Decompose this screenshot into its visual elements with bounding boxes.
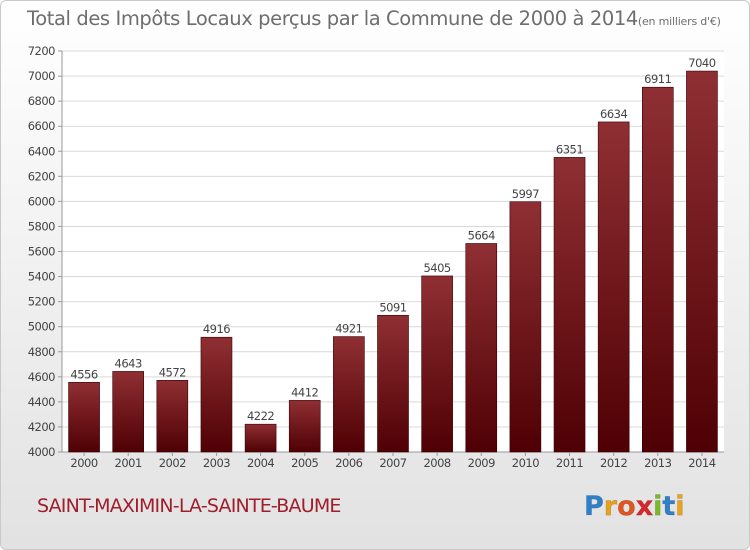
y-tick-label: 6600 xyxy=(28,119,55,133)
y-tick-label: 6400 xyxy=(28,144,55,158)
bar-2008 xyxy=(421,275,453,453)
x-tick-label: 2010 xyxy=(512,456,539,470)
commune-name: SAINT-MAXIMIN-LA-SAINTE-BAUME xyxy=(37,495,341,517)
logo-letter: t xyxy=(662,491,676,523)
x-tick-label: 2006 xyxy=(335,456,362,470)
x-tick-label: 2000 xyxy=(70,456,97,470)
logo-letter: o xyxy=(617,491,636,523)
y-tick-label: 6000 xyxy=(28,194,55,208)
x-tick-label: 2008 xyxy=(423,456,450,470)
bar-value-label: 6634 xyxy=(600,107,627,121)
chart-unit-label: (en milliers d'€) xyxy=(637,15,721,28)
bar-2000 xyxy=(68,382,100,453)
x-tick-label: 2007 xyxy=(379,456,406,470)
bar-2010 xyxy=(509,201,542,453)
y-tick-label: 6800 xyxy=(28,94,55,108)
bar-value-label: 5997 xyxy=(512,187,539,201)
x-tick-label: 2013 xyxy=(644,456,671,470)
x-tick-label: 2004 xyxy=(247,456,274,470)
chart-title: Total des Impôts Locaux perçus par la Co… xyxy=(27,7,721,30)
bar-value-label: 6351 xyxy=(556,142,583,156)
bar-2011 xyxy=(553,157,586,453)
x-axis: 2000 2001 2002 2003 2004 2005 2006 2007 2008 2009… xyxy=(70,452,716,470)
logo-letter: P xyxy=(584,491,604,523)
x-tick-label: 2014 xyxy=(688,456,715,470)
bar-value-label: 7040 xyxy=(688,56,715,70)
x-tick-label: 2003 xyxy=(203,456,230,470)
y-tick-label: 4600 xyxy=(28,370,55,384)
y-tick-label: 4000 xyxy=(28,445,55,459)
x-tick-label: 2005 xyxy=(291,456,318,470)
y-tick-label: 5000 xyxy=(28,320,55,334)
bar-2002 xyxy=(156,380,189,453)
y-tick-label: 4400 xyxy=(28,395,55,409)
bar-value-label: 4921 xyxy=(335,322,362,336)
x-tick-label: 2011 xyxy=(556,456,583,470)
y-tick-label: 6200 xyxy=(28,169,55,183)
proxiti-logo: Proxiti xyxy=(584,491,685,523)
bar-2013 xyxy=(641,86,674,453)
y-tick-label: 4800 xyxy=(28,345,55,359)
bar-2004 xyxy=(244,423,277,453)
y-tick-label: 4200 xyxy=(28,420,55,434)
x-tick-label: 2009 xyxy=(468,456,495,470)
bar-value-label: 4643 xyxy=(115,356,142,370)
bar-value-label: 5091 xyxy=(379,300,406,314)
bar-value-label: 4572 xyxy=(159,365,186,379)
bar-value-label: 4556 xyxy=(70,367,97,381)
x-tick-label: 2002 xyxy=(159,456,186,470)
bar-value-label: 4412 xyxy=(291,385,318,399)
x-tick-label: 2012 xyxy=(600,456,627,470)
bar-2014 xyxy=(686,70,718,453)
bar-2003 xyxy=(200,336,233,453)
y-tick-label: 5400 xyxy=(28,270,55,284)
y-tick-label: 7000 xyxy=(28,69,55,83)
bar-value-label: 4222 xyxy=(247,409,274,423)
logo-letter: r xyxy=(603,491,618,523)
bar-2012 xyxy=(597,121,630,453)
chart-title-text: Total des Impôts Locaux perçus par la Co… xyxy=(27,7,638,30)
bar-2005 xyxy=(288,400,321,453)
bar-value-label: 5405 xyxy=(423,261,450,275)
logo-letter: i xyxy=(653,491,663,523)
bar-2001 xyxy=(112,371,144,453)
bar-2009 xyxy=(465,243,498,453)
bar-2007 xyxy=(377,314,409,453)
y-tick-label: 5800 xyxy=(28,219,55,233)
bar-value-label: 6911 xyxy=(644,72,671,86)
bar-value-label: 4916 xyxy=(203,322,230,336)
y-tick-label: 7200 xyxy=(28,44,55,58)
logo-letter: x xyxy=(635,491,654,523)
bar-value-label: 5664 xyxy=(468,228,495,242)
y-tick-label: 5600 xyxy=(28,245,55,259)
logo-letter: i xyxy=(675,491,685,523)
y-tick-label: 5200 xyxy=(28,295,55,309)
x-tick-label: 2001 xyxy=(115,456,142,470)
bar-2006 xyxy=(333,336,365,453)
bars: 4556 4643 4572 4916 4222 4412 4921 5091 5405 5664… xyxy=(68,56,718,453)
